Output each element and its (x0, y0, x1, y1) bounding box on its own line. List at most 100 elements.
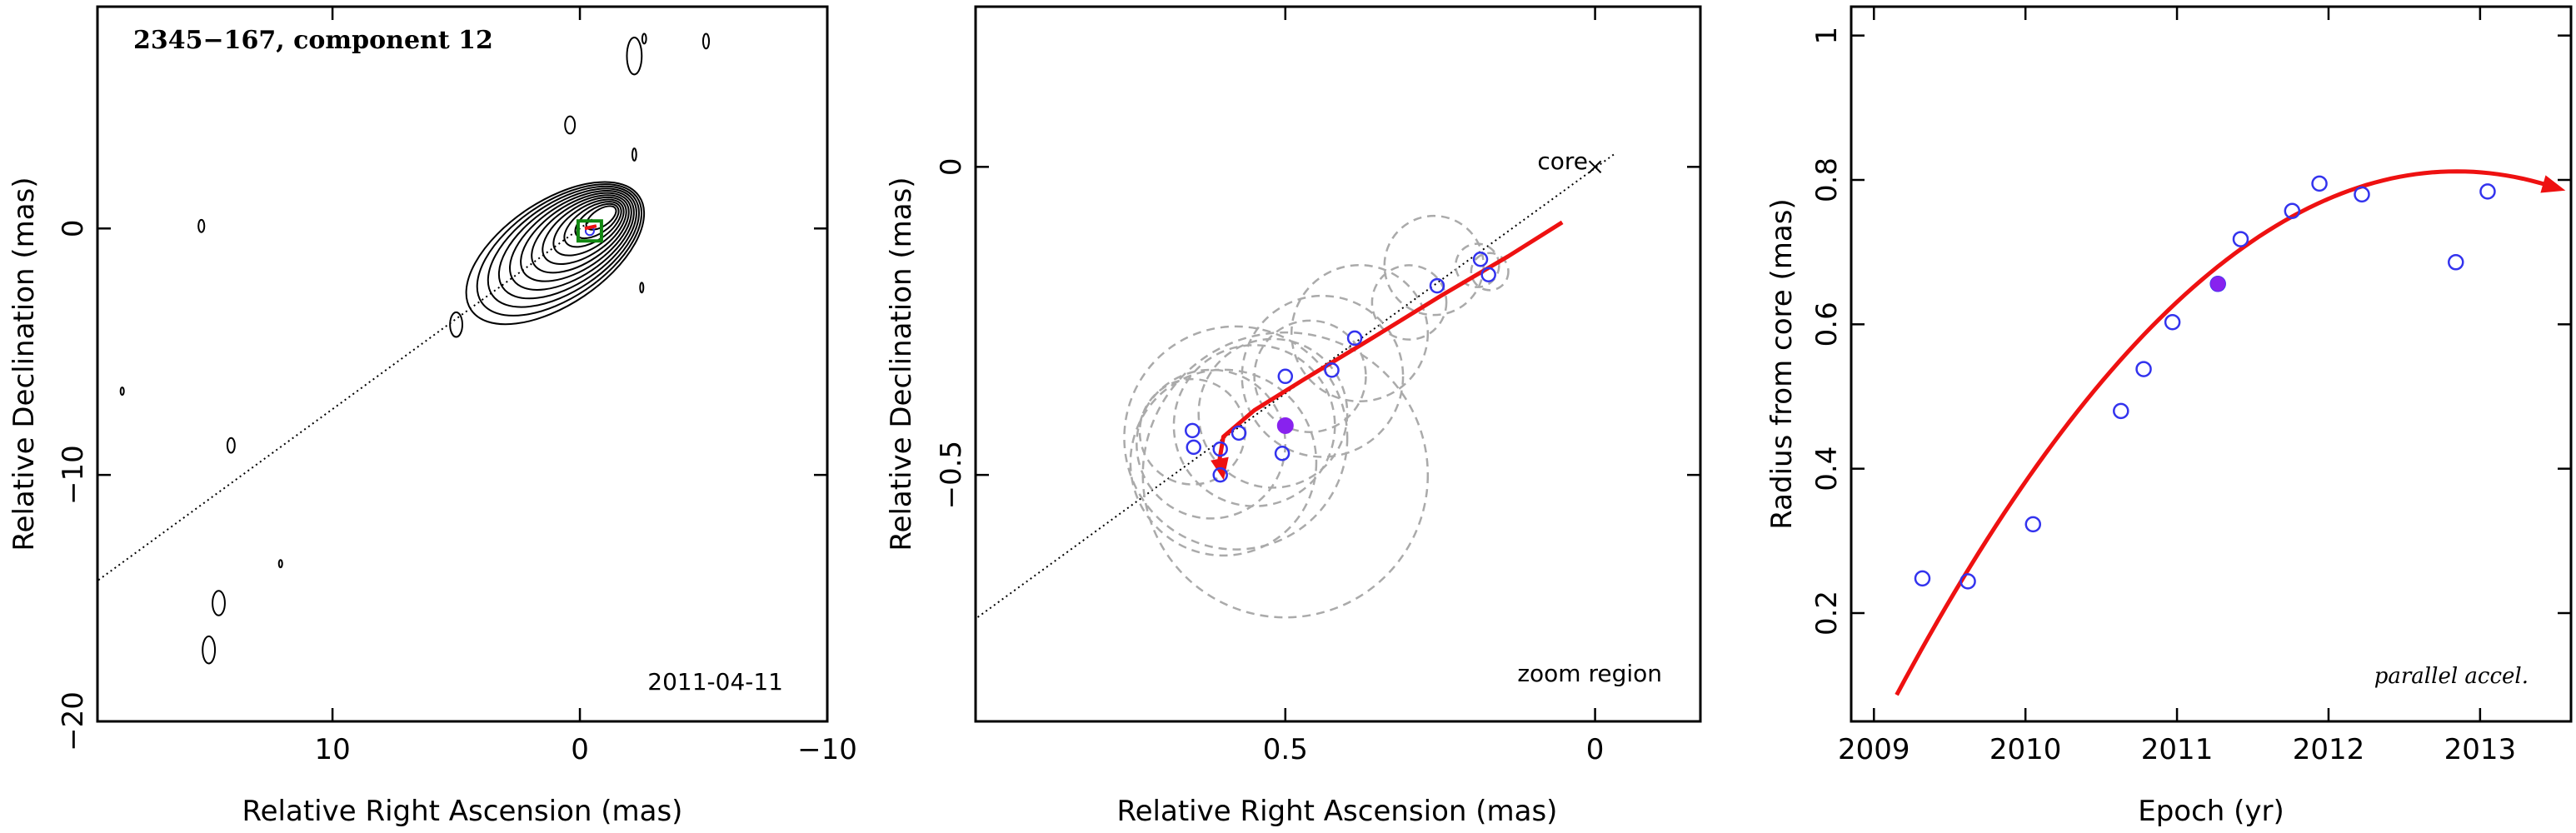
p3-ticks: 2009 2010 2011 2012 2013 0.2 0.4 0.6 0.8 1 (1810, 7, 2571, 766)
p1-contour-island (626, 36, 643, 76)
p3-data-point (2479, 183, 2496, 200)
p1-contour-core-level (497, 187, 637, 300)
p2-data-point (1185, 422, 1201, 439)
p1-contour-island (639, 282, 645, 294)
p2-size-circle (1290, 263, 1430, 403)
p1-contour-island (632, 147, 637, 162)
p2-core-label: core (1537, 147, 1588, 175)
p3-data-point (2311, 175, 2328, 192)
p3-data-point (2284, 202, 2301, 220)
p1-contour-core-level (487, 185, 640, 308)
p1-contour-core-level (574, 202, 620, 240)
p2-data-point (1212, 441, 1228, 457)
p2-size-circle (1141, 331, 1430, 619)
p3-data-point (1959, 573, 1976, 590)
p2-data-point (1429, 277, 1445, 294)
p1-ytick-label: −20 (57, 691, 90, 751)
p3-data-point (2113, 402, 2129, 420)
p2-size-circle (1455, 242, 1500, 288)
p3-data-point (2232, 231, 2249, 247)
p1-contour-core-level (476, 183, 643, 317)
p2-plot-content (976, 153, 1615, 621)
panel-radius-epoch: 2009 2010 2011 2012 2013 0.2 0.4 0.6 0.8 1 parall… (1765, 5, 2573, 828)
p2-fit-path (1217, 220, 1564, 472)
p2-highlight-point (1276, 416, 1294, 434)
p3-xtick-label: 2009 (1838, 733, 1910, 766)
p2-size-circle (1129, 368, 1318, 557)
p1-contour-island (202, 635, 217, 665)
p3-xlabel: Epoch (yr) (2138, 795, 2284, 828)
p1-contour-island (212, 590, 226, 616)
p2-data-point (1231, 425, 1247, 441)
p1-ytick-label: 0 (57, 219, 90, 237)
p2-data-point (1277, 368, 1294, 385)
p2-xtick-label: 0.5 (1263, 733, 1308, 766)
p3-data-point (2135, 361, 2152, 377)
p2-data-point (1274, 446, 1290, 461)
p1-ytick-label: −10 (57, 445, 90, 505)
p1-xtick-label: 0 (571, 733, 589, 766)
p3-xtick-label: 2011 (2141, 733, 2214, 766)
p1-fit-path (584, 224, 597, 231)
p3-ytick-label: 0.4 (1810, 446, 1844, 491)
p1-date-label: 2011-04-11 (647, 668, 783, 696)
p1-title: 2345−167, component 12 (133, 26, 493, 55)
p2-data-point (1212, 466, 1228, 483)
p2-size-circle (1197, 337, 1349, 489)
p2-ytick-label: 0 (935, 157, 968, 176)
p3-ytick-label: 1 (1810, 27, 1844, 45)
p3-xtick-label: 2012 (2293, 733, 2365, 766)
p1-contour-island (449, 311, 464, 338)
p2-ylabel: Relative Declination (mas) (885, 177, 918, 551)
p2-zoom-region-label: zoom region (1517, 660, 1662, 687)
p3-axis-frame (1850, 5, 2573, 723)
p3-annotation: parallel accel. (2374, 664, 2529, 689)
p2-direction-line (976, 153, 1615, 621)
p1-contour-island (641, 32, 647, 45)
p2-size-circle (1253, 319, 1367, 433)
p2-xlabel: Relative Right Ascension (mas) (1117, 795, 1558, 828)
p3-highlight-point (2210, 276, 2226, 292)
p3-ytick-label: 0.2 (1810, 591, 1844, 636)
p2-core-marker (1588, 160, 1602, 174)
p2-ticks: 0.5 0 0 −0.5 (935, 7, 1700, 766)
p1-contour-core-level (508, 189, 635, 291)
p1-contour-island (564, 115, 577, 135)
p2-size-circle (1136, 368, 1287, 520)
p2-data-point (1472, 252, 1489, 267)
p2-data-point (1186, 439, 1201, 456)
p1-direction-line (97, 218, 593, 582)
p3-ytick-label: 0.8 (1810, 157, 1844, 202)
p3-data-point (2354, 186, 2370, 203)
p1-core-box (576, 219, 603, 243)
p1-contour-island (119, 387, 125, 396)
p3-xtick-label: 2013 (2444, 733, 2517, 766)
p1-contour-core-level (520, 192, 632, 282)
p2-size-circle (1241, 294, 1405, 458)
p1-contour-island (701, 32, 711, 50)
p1-ticks: 10 0 −10 0 −10 −20 (57, 7, 857, 766)
p1-ylabel: Relative Declination (mas) (7, 177, 41, 551)
p1-xlabel: Relative Right Ascension (mas) (242, 795, 683, 828)
p1-xtick-label: −10 (797, 733, 857, 766)
p3-ytick-label: 0.6 (1810, 302, 1844, 347)
p1-axis-frame (96, 5, 829, 723)
p2-xtick-label: 0 (1586, 733, 1605, 766)
p3-data-point (2164, 313, 2181, 331)
p3-data-point (1914, 570, 1931, 587)
p1-contour-island (197, 218, 206, 233)
p2-axis-frame (974, 5, 1702, 723)
p3-ylabel: Radius from core (mas) (1765, 198, 1799, 529)
p2-data-point (1480, 267, 1496, 282)
p1-contour-island (277, 559, 283, 569)
p3-fit-curve (1895, 169, 2557, 696)
p2-data-point (1324, 362, 1340, 378)
p3-plot-content (1895, 169, 2566, 696)
p1-contour-core-level (465, 181, 646, 326)
p2-size-circle (1470, 252, 1510, 292)
p3-data-point (2024, 516, 2042, 533)
p1-contour-core-level (542, 196, 627, 265)
p3-data-point (2448, 254, 2464, 271)
panel-zoom-region: 0.5 0 0 −0.5 core zoom region Relative Righ… (885, 5, 1702, 828)
p3-fit-arrowhead (2540, 175, 2566, 193)
